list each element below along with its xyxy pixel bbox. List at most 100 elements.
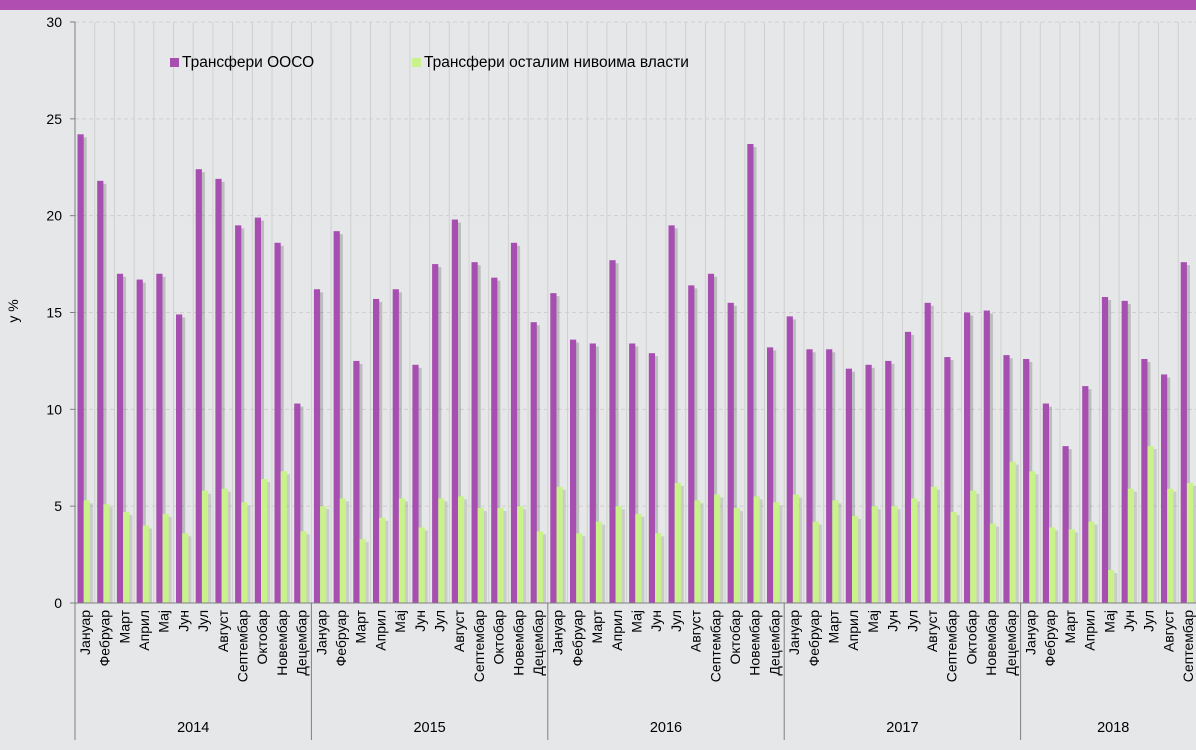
bar-oocso xyxy=(471,262,478,603)
bar-oocso xyxy=(885,360,892,603)
x-tick-label: Април xyxy=(1082,610,1098,651)
x-tick-label: Фебруар xyxy=(806,610,822,667)
bar-oocso xyxy=(432,264,439,603)
bar-oocso xyxy=(589,343,596,603)
bar-other-levels xyxy=(123,511,130,603)
bar-other-levels xyxy=(261,479,268,603)
x-tick-label: Септембар xyxy=(1180,610,1196,682)
bar-other-levels xyxy=(162,513,169,603)
bar-oocso xyxy=(924,302,931,603)
x-tick-label: Новембар xyxy=(747,610,763,676)
bar-oocso xyxy=(313,289,321,603)
bar-other-levels xyxy=(1186,482,1194,603)
bar-oocso xyxy=(136,279,143,603)
bar-oocso xyxy=(1101,297,1109,603)
x-tick-label: Октобар xyxy=(491,610,507,665)
bar-other-levels xyxy=(556,486,563,603)
x-tick-label: Фебруар xyxy=(333,610,349,667)
y-axis-title: у % xyxy=(5,299,21,322)
legend-label-oocso: Трансфери ООСО xyxy=(182,54,314,71)
x-tick-label: Октобар xyxy=(727,610,743,665)
top-accent-bar xyxy=(0,0,1196,10)
x-tick-label: Јануар xyxy=(786,610,802,655)
bar-oocso xyxy=(1161,374,1168,603)
bar-other-levels xyxy=(418,527,425,603)
bar-oocso xyxy=(826,349,833,603)
legend-swatch-oocso xyxy=(170,58,179,67)
bar-other-levels xyxy=(852,515,859,603)
bar-other-levels xyxy=(635,513,642,603)
bar-oocso xyxy=(451,219,458,604)
bar-other-levels xyxy=(970,490,977,603)
x-tick-label: Јун xyxy=(412,610,428,632)
x-tick-label: Март xyxy=(353,609,369,643)
x-tick-label: Јул xyxy=(1141,610,1157,632)
bar-oocso xyxy=(1121,300,1128,603)
bar-other-levels xyxy=(832,500,839,603)
bar-other-levels xyxy=(871,506,878,603)
bar-oocso xyxy=(688,285,695,603)
bar-other-levels xyxy=(753,496,760,603)
bar-oocso xyxy=(1062,446,1069,603)
x-tick-label: Децембар xyxy=(1003,610,1019,676)
bar-other-levels xyxy=(694,500,701,603)
bar-oocso xyxy=(570,339,577,603)
bar-oocso xyxy=(254,217,261,603)
bar-other-levels xyxy=(655,533,662,603)
x-tick-label: Мај xyxy=(628,610,644,633)
x-tick-label: Јул xyxy=(904,610,920,632)
x-tick-label: Мај xyxy=(1101,610,1117,633)
bar-oocso xyxy=(1082,386,1089,603)
bar-oocso xyxy=(767,347,774,603)
bar-other-levels xyxy=(792,494,800,603)
year-group-label: 2017 xyxy=(886,720,918,736)
year-group-label: 2015 xyxy=(413,720,445,736)
bars xyxy=(77,134,1196,604)
bar-oocso xyxy=(668,225,675,603)
y-tick-label: 25 xyxy=(46,111,62,127)
x-tick-label: Октобар xyxy=(963,610,979,665)
bar-oocso xyxy=(964,312,971,603)
bar-other-levels xyxy=(595,521,603,603)
legend-label-other-levels: Трансфери осталим нивоима власти xyxy=(424,54,689,71)
bar-oocso xyxy=(550,293,557,603)
bar-oocso xyxy=(1180,262,1187,603)
legend: Трансфери ООСО Трансфери осталим нивоима… xyxy=(170,54,689,71)
bar-other-levels xyxy=(83,500,90,603)
year-group-label: 2016 xyxy=(650,720,682,736)
bar-oocso xyxy=(904,331,912,603)
bar-oocso xyxy=(707,273,715,603)
bar-oocso xyxy=(629,343,636,603)
x-tick-label: Јул xyxy=(431,610,447,632)
year-group-label: 2014 xyxy=(177,720,209,736)
bar-oocso xyxy=(97,180,104,603)
bar-other-levels xyxy=(714,494,721,603)
x-tick-label: Јануар xyxy=(1022,610,1038,655)
gridlines xyxy=(75,21,1196,603)
bar-other-levels xyxy=(201,490,209,603)
bar-oocso xyxy=(195,169,202,604)
bar-oocso xyxy=(215,178,222,603)
y-tick-label: 30 xyxy=(46,14,62,30)
bar-other-levels xyxy=(497,508,504,603)
bar-oocso xyxy=(530,322,537,603)
bar-other-levels xyxy=(182,533,189,603)
bar-oocso xyxy=(77,134,84,603)
bar-other-levels xyxy=(221,488,228,603)
bar-other-levels xyxy=(1068,529,1075,603)
x-tick-label: Март xyxy=(1062,609,1078,643)
x-tick-label: Октобар xyxy=(254,610,270,665)
x-tick-label: Фебруар xyxy=(97,610,113,667)
bar-oocso xyxy=(392,289,399,603)
bar-other-levels xyxy=(1147,446,1154,603)
x-tick-label: Јун xyxy=(885,610,901,632)
bar-oocso xyxy=(333,231,340,603)
bar-other-levels xyxy=(398,498,406,603)
bar-oocso xyxy=(235,225,242,603)
x-tick-label: Август xyxy=(1160,609,1176,652)
bar-oocso xyxy=(373,298,380,603)
y-tick-label: 10 xyxy=(46,401,62,417)
bar-other-levels xyxy=(379,517,386,603)
bar-oocso xyxy=(116,273,124,603)
x-tick-label: Април xyxy=(136,610,152,651)
